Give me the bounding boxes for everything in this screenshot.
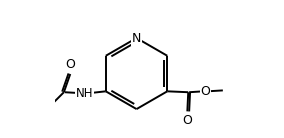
Text: NH: NH [76,87,94,100]
Text: O: O [182,114,192,127]
Text: O: O [201,85,210,98]
Text: O: O [65,58,75,71]
Text: N: N [132,32,141,45]
